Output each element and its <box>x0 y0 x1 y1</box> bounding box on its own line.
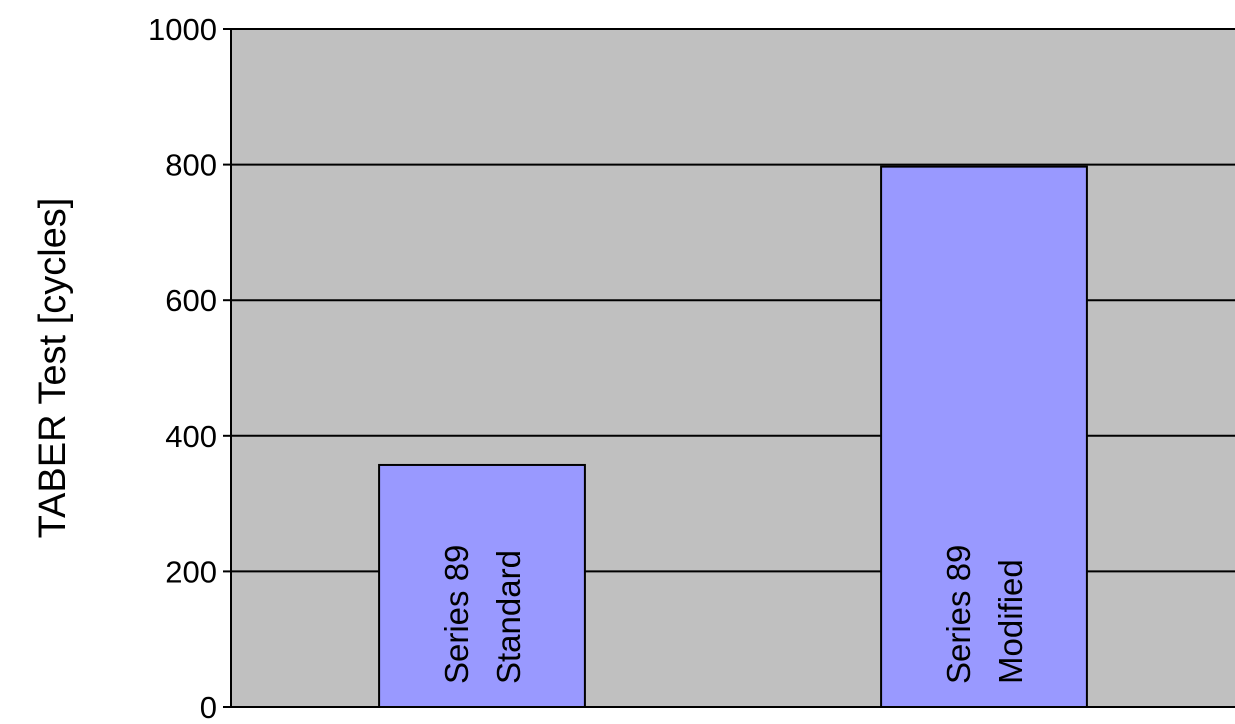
bar-category-label-line: Series 89 <box>438 545 475 684</box>
y-tick-label: 0 <box>200 690 217 724</box>
bars: Series 89 Standard Series 89 Modified <box>378 165 1088 709</box>
y-tick-label: 800 <box>165 148 217 183</box>
y-tick-label: 200 <box>165 554 217 589</box>
bar-category-label: Series 89 Modified <box>940 545 1029 684</box>
y-axis-title: TABER Test [cycles] <box>32 198 74 539</box>
y-axis-ticks: 0 200 400 600 800 1000 <box>148 12 231 724</box>
bar <box>880 165 1088 709</box>
bar-category-label-line: Standard <box>490 550 527 684</box>
y-tick-label: 1000 <box>148 12 217 47</box>
bar-category-label-line: Modified <box>992 559 1029 684</box>
bar-category-label: Series 89 Standard <box>438 545 527 684</box>
bar-category-label-line: Series 89 <box>940 545 977 684</box>
y-tick-label: 400 <box>165 419 217 454</box>
y-tick-label: 600 <box>165 283 217 318</box>
bar <box>378 463 586 709</box>
